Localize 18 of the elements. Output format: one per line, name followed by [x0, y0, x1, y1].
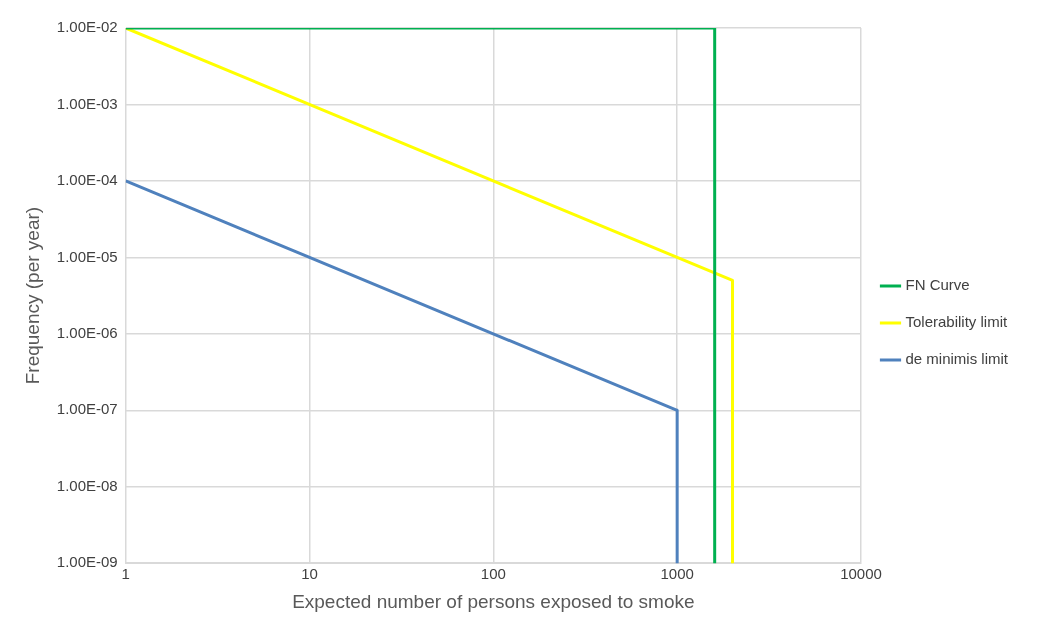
legend-label: Tolerability limit — [905, 313, 1009, 331]
x-tick-label: 100 — [480, 565, 506, 583]
y-axis-title: Frequency (per year) — [21, 206, 43, 385]
y-tick-label: 1.00E-04 — [56, 171, 118, 189]
y-tick-label: 1.00E-05 — [56, 247, 118, 265]
y-tick-label: 1.00E-07 — [56, 400, 118, 418]
legend-label: de minimis limit — [905, 350, 1009, 368]
x-tick-label: 10 — [301, 565, 318, 583]
y-tick-label: 1.00E-09 — [56, 553, 118, 571]
y-tick-label: 1.00E-08 — [56, 476, 118, 494]
y-tick-label: 1.00E-03 — [56, 94, 118, 112]
y-tick-label: 1.00E-02 — [56, 18, 118, 36]
y-tick-label: 1.00E-06 — [56, 323, 118, 341]
x-axis-title: Expected number of persons exposed to smoke — [292, 590, 695, 612]
legend-label: FN Curve — [905, 276, 970, 294]
x-tick-label: 1 — [121, 565, 130, 583]
x-tick-label: 1000 — [660, 565, 694, 583]
x-tick-label: 10000 — [840, 565, 882, 583]
